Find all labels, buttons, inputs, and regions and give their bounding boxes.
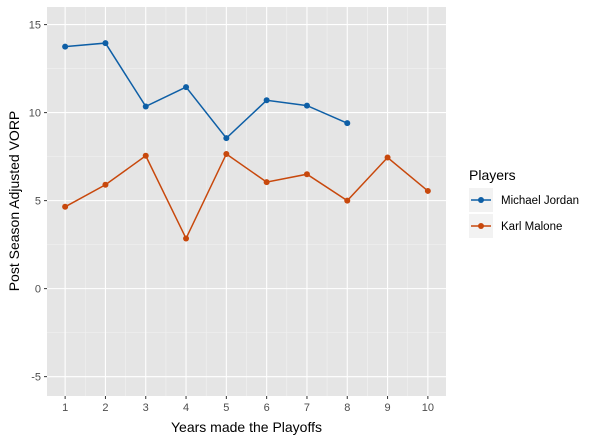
data-point-karl-malone [384,154,391,161]
series-karl-malone [62,150,431,242]
series-layer [62,40,431,242]
legend-label: Karl Malone [501,221,562,233]
series-line-karl-malone [64,152,429,241]
data-point-michael-jordan [142,103,149,110]
data-point-karl-malone [102,181,109,188]
legend-point-swatch [478,197,484,203]
x-tick-label: 4 [183,402,189,414]
y-axis-title: Post Season Adjusted VORP [6,111,22,292]
y-axis: -5 0 5 10 15 [29,20,47,384]
x-tick-label: 3 [143,402,149,414]
data-point-karl-malone [183,235,190,242]
x-axis-title: Years made the Playoffs [171,419,322,435]
x-axis: 1 2 3 4 5 6 7 8 9 10 [62,396,434,414]
data-point-michael-jordan [263,97,270,104]
legend-item-michael-jordan: Michael Jordan [469,188,579,212]
data-point-michael-jordan [344,120,351,127]
data-point-karl-malone [303,171,310,178]
data-point-karl-malone [424,187,431,194]
x-tick-label: 1 [62,402,68,414]
x-tick-label: 8 [344,402,350,414]
series-line-michael-jordan [65,42,348,140]
x-tick-label: 7 [304,402,310,414]
data-point-michael-jordan [62,43,69,50]
data-point-karl-malone [62,203,69,210]
data-point-karl-malone [223,150,230,157]
legend-items: Michael Jordan Karl Malone [469,188,579,238]
data-point-michael-jordan [102,40,109,47]
data-point-karl-malone [142,152,149,159]
legend-item-karl-malone: Karl Malone [469,214,562,238]
x-tick-label: 9 [384,402,390,414]
series-michael-jordan [62,40,351,142]
data-point-karl-malone [344,197,351,204]
x-tick-label: 6 [264,402,270,414]
major-gridlines [47,7,446,396]
minor-gridlines [47,7,446,396]
y-tick-label: 5 [35,196,41,208]
data-point-michael-jordan [303,102,310,109]
data-point-michael-jordan [223,135,230,142]
x-tick-label: 5 [223,402,229,414]
data-point-michael-jordan [183,84,190,91]
y-tick-label: -5 [31,372,41,384]
legend-point-swatch [478,223,484,229]
legend-title: Players [469,167,516,183]
y-tick-label: 15 [29,20,41,32]
legend-label: Michael Jordan [501,195,579,207]
x-tick-label: 10 [422,402,434,414]
y-tick-label: 10 [29,108,41,120]
x-tick-label: 2 [102,402,108,414]
y-tick-label: 0 [35,284,41,296]
data-point-karl-malone [263,179,270,186]
legend: Players Michael Jordan Karl Malone [469,167,579,238]
